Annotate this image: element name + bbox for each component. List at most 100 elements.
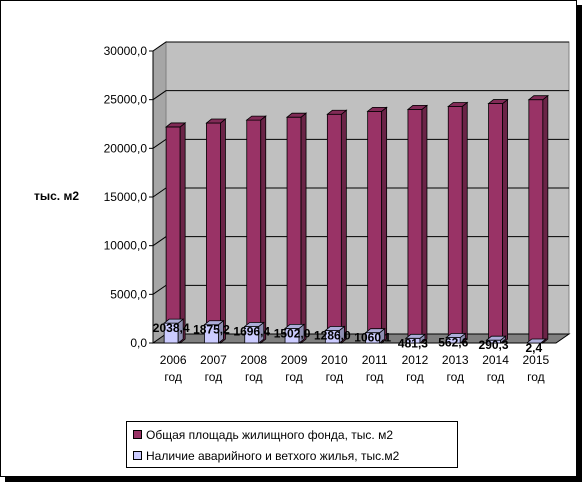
bar-emergency-top [364, 328, 386, 334]
x-tick-label: год [285, 370, 303, 384]
bar-total [285, 112, 308, 344]
legend-swatch-emergency [133, 451, 142, 461]
bar-chart: 0,0 5000,0 10000,0 15000,0 20000,0 25000,0 300… [104, 41, 571, 384]
bar-total [165, 122, 187, 344]
bar-emergency [445, 332, 467, 344]
bar-emergency-top [283, 323, 306, 329]
data-label: 2038,4 [153, 321, 190, 335]
x-tick-label: год [326, 370, 344, 384]
bar-total-side [502, 98, 508, 344]
bar-total [326, 109, 348, 344]
y-tick-label: 30000,0 [104, 44, 148, 58]
legend-label-total: Общая площадь жилищного фонда, тыс. м2 [146, 428, 393, 442]
bar-total-top [487, 99, 509, 104]
bar-emergency [243, 321, 265, 344]
bar-total-front [206, 122, 221, 344]
bar-emergency-top [163, 318, 185, 324]
y-tick-label: 10000,0 [104, 239, 148, 253]
data-label: 290,3 [479, 338, 509, 352]
bar-total [205, 118, 227, 344]
x-tick-label: 2015 [522, 353, 549, 367]
bar-emergency [203, 319, 225, 344]
bar-emergency [404, 333, 427, 344]
data-label: 1696,4 [233, 324, 270, 338]
bar-emergency-top [243, 322, 265, 327]
data-label: 2,4 [526, 341, 543, 355]
data-label: 1060,1 [354, 331, 391, 345]
bar-total-front [326, 113, 342, 344]
bar-emergency [364, 327, 386, 344]
x-tick-label: 2010 [321, 353, 348, 367]
data-label: 481,3 [398, 336, 428, 350]
data-label: 1875,2 [193, 323, 230, 337]
bar-total-top [447, 102, 469, 107]
bar-total-side [179, 122, 186, 344]
y-tick-label: 20000,0 [104, 141, 148, 155]
bar-total [406, 104, 429, 344]
x-tick-label: 2008 [240, 353, 267, 367]
bar-total [447, 101, 469, 344]
bar-total [245, 115, 267, 344]
x-tick-label: год [205, 370, 223, 384]
bar-total-front [488, 103, 503, 344]
bar-total-top [165, 122, 187, 128]
bar-total-side [542, 94, 549, 344]
bar-emergency-top [203, 320, 225, 326]
data-label: 562,6 [438, 336, 468, 350]
bar-total-side [461, 101, 468, 344]
bar-emergency [485, 335, 507, 344]
y-axis-label: тыс. м2 [34, 189, 80, 203]
x-tick-label: 2013 [442, 353, 469, 367]
x-tick-label: год [446, 370, 464, 384]
bar-total-side [381, 106, 388, 344]
x-tick-label: год [406, 370, 424, 384]
bar-emergency [324, 325, 346, 344]
bar-total [487, 98, 509, 344]
bar-total-front [367, 110, 383, 344]
y-tick-label: 25000,0 [104, 93, 148, 107]
bar-total-side [220, 118, 226, 344]
bar-emergency [163, 318, 185, 344]
bar-total-front [286, 116, 302, 344]
data-label: 1286,0 [314, 328, 351, 342]
bar-total-side [340, 109, 347, 344]
y-tick-label: 15000,0 [104, 190, 148, 204]
x-tick-label: 2007 [200, 353, 227, 367]
x-tick-label: 2006 [160, 353, 187, 367]
bar-emergency-top [324, 326, 346, 331]
x-tick-label: 2011 [362, 353, 388, 367]
data-label: 1502,0 [274, 326, 311, 340]
y-tick-label: 0,0 [130, 336, 147, 350]
chart-frame: 0,0 5000,0 10000,0 15000,0 20000,0 25000,0 300… [0, 0, 577, 477]
bar-emergency-top [445, 333, 467, 338]
bar-total-front [165, 126, 181, 344]
bar-emergency-top [525, 338, 547, 344]
legend-item-emergency: Наличие аварийного и ветхого жилья, тыс.… [133, 448, 399, 464]
x-tick-label: 2009 [281, 353, 308, 367]
gridline [152, 41, 569, 52]
bar-total [366, 106, 388, 344]
gridline [152, 90, 569, 101]
bar-total-top [245, 115, 267, 121]
bar-total-front [447, 106, 463, 344]
bar-total-front [528, 99, 544, 344]
bar-emergency [283, 323, 306, 344]
bar-total-top [326, 109, 348, 115]
bar-total-top [285, 112, 308, 118]
bar-emergency-top [404, 333, 427, 339]
legend-item-total: Общая площадь жилищного фонда, тыс. м2 [133, 427, 393, 443]
x-tick-label: год [487, 370, 505, 384]
bar-total-top [406, 105, 429, 110]
bar-total-front [246, 119, 262, 344]
bar-total-top [205, 118, 227, 124]
bar-total-side [300, 112, 307, 344]
legend-swatch-total [133, 430, 142, 440]
bar-total-side [421, 104, 428, 344]
bar-total-top [527, 95, 549, 101]
x-tick-label: год [245, 370, 263, 384]
x-tick-label: год [164, 370, 182, 384]
bar-total-top [366, 106, 388, 112]
legend-label-emergency: Наличие аварийного и ветхого жилья, тыс.… [146, 449, 400, 463]
x-tick-label: год [366, 370, 384, 384]
legend: Общая площадь жилищного фонда, тыс. м2 Н… [126, 421, 458, 468]
